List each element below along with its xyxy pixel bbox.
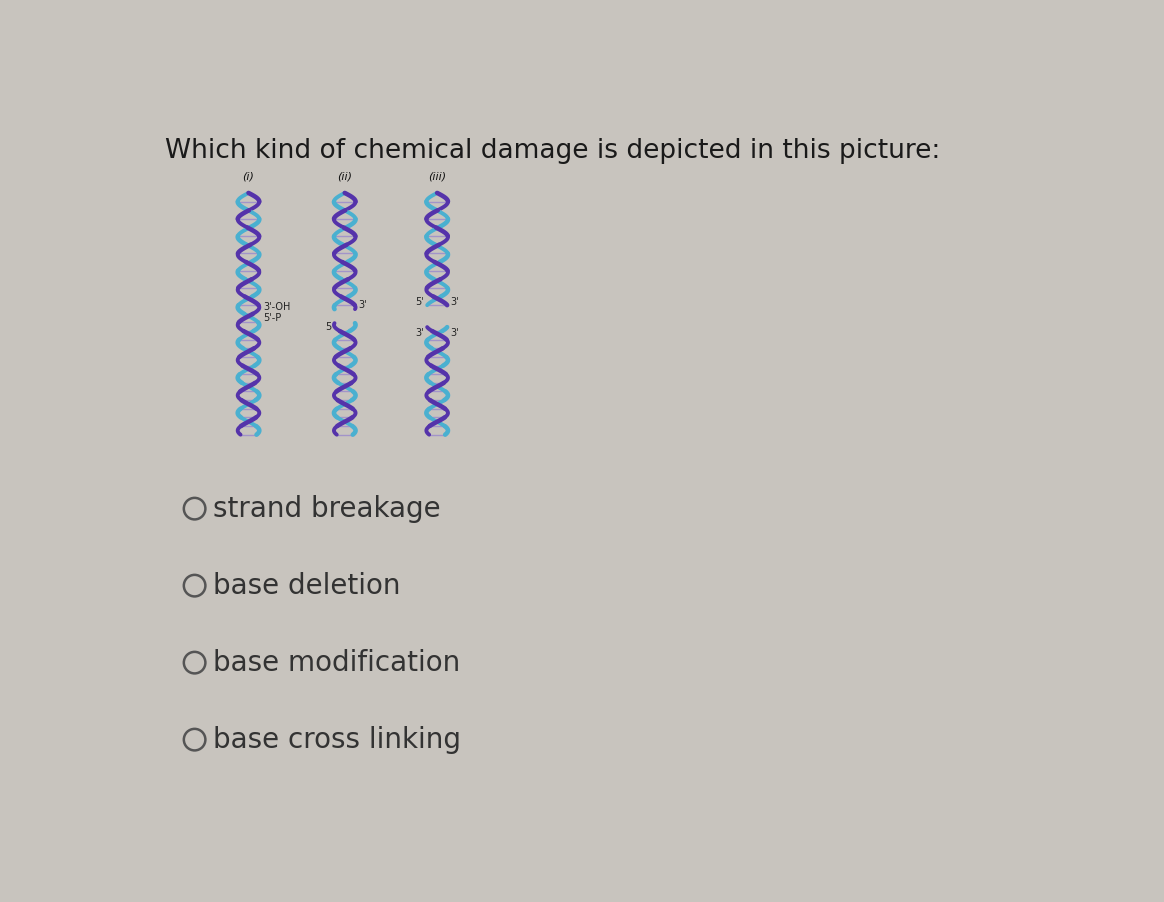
Text: 3'-OH: 3'-OH xyxy=(263,302,291,312)
Text: (iii): (iii) xyxy=(428,171,446,181)
Text: strand breakage: strand breakage xyxy=(213,494,441,522)
Text: base modification: base modification xyxy=(213,649,460,676)
Text: (ii): (ii) xyxy=(338,171,353,181)
Text: Which kind of chemical damage is depicted in this picture:: Which kind of chemical damage is depicte… xyxy=(165,137,941,163)
Text: 3': 3' xyxy=(359,300,368,310)
Text: base cross linking: base cross linking xyxy=(213,725,461,754)
Text: 5': 5' xyxy=(416,297,425,307)
Text: (i): (i) xyxy=(242,171,255,181)
Text: 5'-P: 5'-P xyxy=(263,314,282,324)
Text: 3': 3' xyxy=(450,328,459,338)
Text: base deletion: base deletion xyxy=(213,572,400,600)
Text: 5: 5 xyxy=(325,322,331,332)
Text: 3': 3' xyxy=(450,297,459,307)
Text: 3': 3' xyxy=(416,328,424,338)
